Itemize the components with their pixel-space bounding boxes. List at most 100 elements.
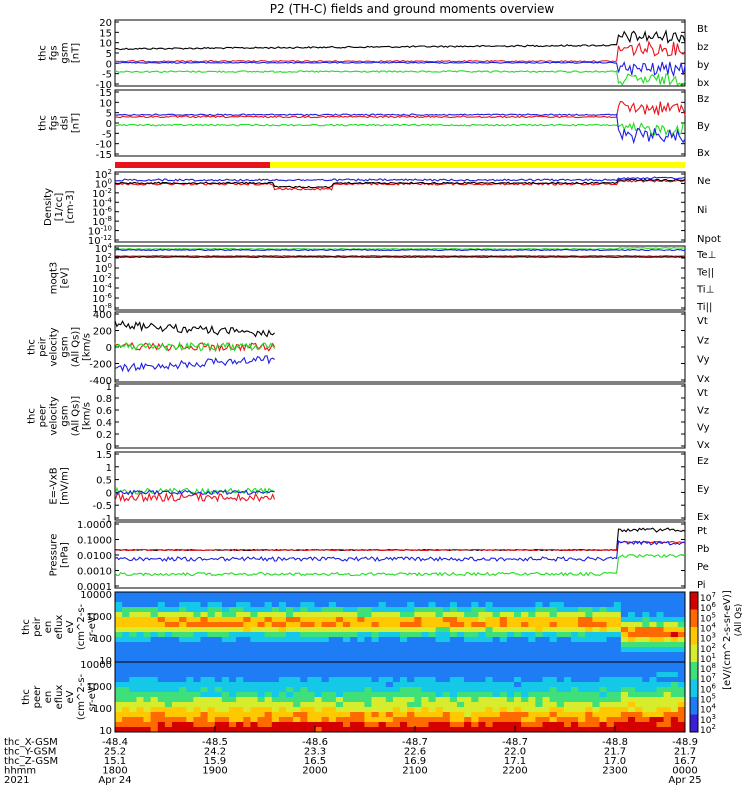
- spectrogram-cell: [271, 687, 280, 693]
- spectrogram-cell: [542, 692, 551, 698]
- spectrogram-cell: [335, 692, 344, 698]
- spectrogram-cell: [528, 667, 536, 673]
- spectrogram-cell: [478, 632, 486, 638]
- spectrogram-cell: [549, 662, 558, 668]
- spectrogram-cell: [293, 712, 301, 718]
- spectrogram-cell: [200, 677, 209, 683]
- spectrogram-cell: [535, 672, 543, 678]
- spectrogram-cell: [521, 712, 529, 718]
- spectrogram-cell: [378, 642, 387, 648]
- spectrogram-cell: [556, 597, 565, 603]
- spectrogram-cell: [164, 697, 173, 703]
- spectrogram-cell: [200, 727, 209, 733]
- spectrogram-cell: [521, 642, 529, 648]
- spectrogram-cell: [585, 622, 593, 628]
- spectrogram-cell: [642, 677, 650, 683]
- spectrogram-cell: [243, 682, 251, 688]
- spectrogram-cell: [221, 597, 230, 603]
- spectrogram-cell: [371, 707, 380, 713]
- spectrogram-cell: [186, 647, 194, 653]
- spectrogram-cell: [471, 657, 479, 663]
- legend-ti: Ti||: [696, 302, 712, 313]
- spectrogram-cell: [563, 702, 572, 708]
- spectrogram-cell: [449, 692, 458, 698]
- spectrogram-cell: [229, 667, 237, 673]
- spectrogram-cell: [229, 657, 237, 663]
- spectrogram-cell: [364, 657, 372, 663]
- spectrogram-cell: [578, 597, 586, 603]
- spectrogram-cell: [136, 607, 144, 613]
- spectrogram-cell: [471, 647, 479, 653]
- spectrogram-cell: [471, 632, 479, 638]
- spectrogram-cell: [606, 652, 615, 658]
- spectrogram-cell: [435, 652, 444, 658]
- spectrogram-cell: [535, 632, 543, 638]
- spectrogram-cell: [449, 672, 458, 678]
- spectrogram-cell: [428, 622, 437, 628]
- spectrogram-cell: [314, 717, 323, 723]
- spectrogram-cell: [613, 697, 622, 703]
- legend-bx: bx: [697, 78, 709, 89]
- spectrogram-cell: [221, 692, 230, 698]
- spectrogram-cell: [649, 677, 657, 683]
- spectrogram-cell: [571, 717, 579, 723]
- spectrogram-cell: [250, 597, 258, 603]
- spectrogram-cell: [293, 622, 301, 628]
- spectrogram-cell: [663, 632, 672, 638]
- spectrogram-cell: [385, 672, 394, 678]
- spectrogram-cell: [122, 657, 130, 663]
- spectrogram-cell: [642, 592, 650, 598]
- spectrogram-cell: [506, 612, 515, 618]
- spectrogram-cell: [350, 702, 358, 708]
- spectrogram-cell: [250, 612, 258, 618]
- spectrogram-cell: [556, 692, 565, 698]
- spectrogram-cell: [449, 687, 458, 693]
- spectrogram-cell: [250, 717, 258, 723]
- spectrogram-cell: [535, 617, 543, 623]
- spectrogram-cell: [457, 622, 465, 628]
- spectrogram-cell: [585, 612, 593, 618]
- spectrogram-cell: [122, 667, 130, 673]
- spectrogram-cell: [321, 672, 330, 678]
- spectrogram-cell: [186, 712, 194, 718]
- spectrogram-cell: [606, 662, 615, 668]
- spectrogram-cell: [122, 717, 130, 723]
- spectrogram-cell: [385, 722, 394, 728]
- spectrogram-cell: [670, 657, 679, 663]
- spectrogram-cell: [335, 652, 344, 658]
- x-tick-label: 1800: [102, 766, 127, 777]
- spectrogram-cell: [428, 682, 437, 688]
- spectrogram-cell: [200, 617, 209, 623]
- spectrogram-cell: [293, 717, 301, 723]
- spectrogram-cell: [335, 707, 344, 713]
- spectrogram-cell: [649, 622, 657, 628]
- spectrogram-cell: [649, 652, 657, 658]
- spectrogram-cell: [179, 677, 187, 683]
- spectrogram-cell: [172, 627, 180, 633]
- spectrogram-cell: [193, 642, 201, 648]
- spectrogram-cell: [278, 667, 287, 673]
- spectrogram-cell: [549, 677, 558, 683]
- spectrogram-cell: [499, 632, 508, 638]
- spectrogram-cell: [286, 722, 294, 728]
- spectrogram-cell: [457, 707, 465, 713]
- spectrogram-cell: [186, 597, 194, 603]
- spectrogram-cell: [656, 712, 665, 718]
- spectrogram-cell: [663, 657, 672, 663]
- spectrogram-cell: [542, 617, 551, 623]
- spectrogram-cell: [136, 702, 144, 708]
- spectrogram-cell: [542, 697, 551, 703]
- spectrogram-cell: [478, 717, 486, 723]
- spectrogram-cell: [193, 637, 201, 643]
- spectrogram-cell: [143, 622, 152, 628]
- spectrogram-cell: [471, 677, 479, 683]
- spectrogram-cell: [186, 627, 194, 633]
- spectrogram-cell: [471, 702, 479, 708]
- spectrogram-cell: [506, 622, 515, 628]
- spectrogram-cell: [307, 597, 315, 603]
- spectrogram-cell: [143, 712, 152, 718]
- spectrogram-cell: [186, 622, 194, 628]
- spectrogram-cell: [143, 702, 152, 708]
- y-axis-label: thc: [27, 408, 38, 424]
